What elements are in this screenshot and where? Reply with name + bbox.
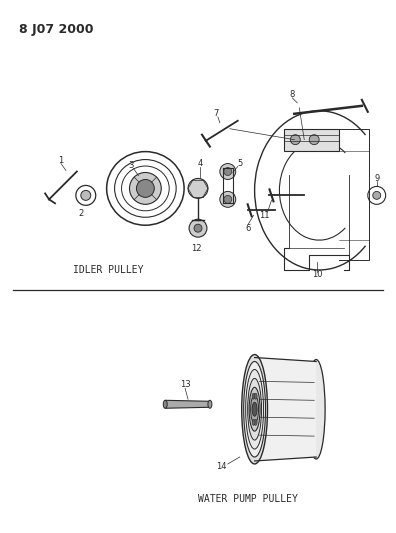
Ellipse shape [208,400,212,408]
Text: WATER PUMP PULLEY: WATER PUMP PULLEY [198,494,298,504]
Text: 9: 9 [374,174,379,183]
Text: 8 J07 2000: 8 J07 2000 [19,23,94,36]
Circle shape [137,180,154,197]
Text: 5: 5 [237,159,242,168]
Ellipse shape [251,395,259,423]
Ellipse shape [242,354,268,464]
FancyBboxPatch shape [284,129,339,151]
Text: 6: 6 [245,224,250,233]
Polygon shape [165,400,210,408]
Ellipse shape [307,360,325,459]
Polygon shape [255,358,316,461]
Ellipse shape [246,369,263,449]
Circle shape [81,190,91,200]
Ellipse shape [254,393,257,399]
Circle shape [373,191,381,199]
Circle shape [194,224,202,232]
Text: 12: 12 [191,244,201,253]
Text: 11: 11 [259,211,270,220]
Ellipse shape [252,419,255,425]
Circle shape [224,167,232,175]
Circle shape [309,135,319,144]
Circle shape [129,173,161,204]
Text: 1: 1 [58,156,64,165]
Text: 7: 7 [213,109,219,118]
Text: 4: 4 [197,159,203,168]
Ellipse shape [252,402,257,416]
Text: 14: 14 [217,463,227,472]
Text: 3: 3 [129,161,134,170]
Circle shape [220,164,236,180]
Text: 10: 10 [312,270,322,279]
Text: 2: 2 [78,209,84,218]
Text: 13: 13 [180,380,190,389]
Circle shape [188,179,208,198]
Circle shape [224,196,232,203]
Circle shape [189,219,207,237]
Ellipse shape [252,393,255,399]
Ellipse shape [249,387,260,431]
Ellipse shape [244,361,266,457]
Text: IDLER PULLEY: IDLER PULLEY [73,265,143,275]
Ellipse shape [248,378,261,440]
Ellipse shape [254,419,257,425]
Text: 8: 8 [289,91,295,99]
Circle shape [220,191,236,207]
Circle shape [290,135,300,144]
Ellipse shape [163,400,167,408]
